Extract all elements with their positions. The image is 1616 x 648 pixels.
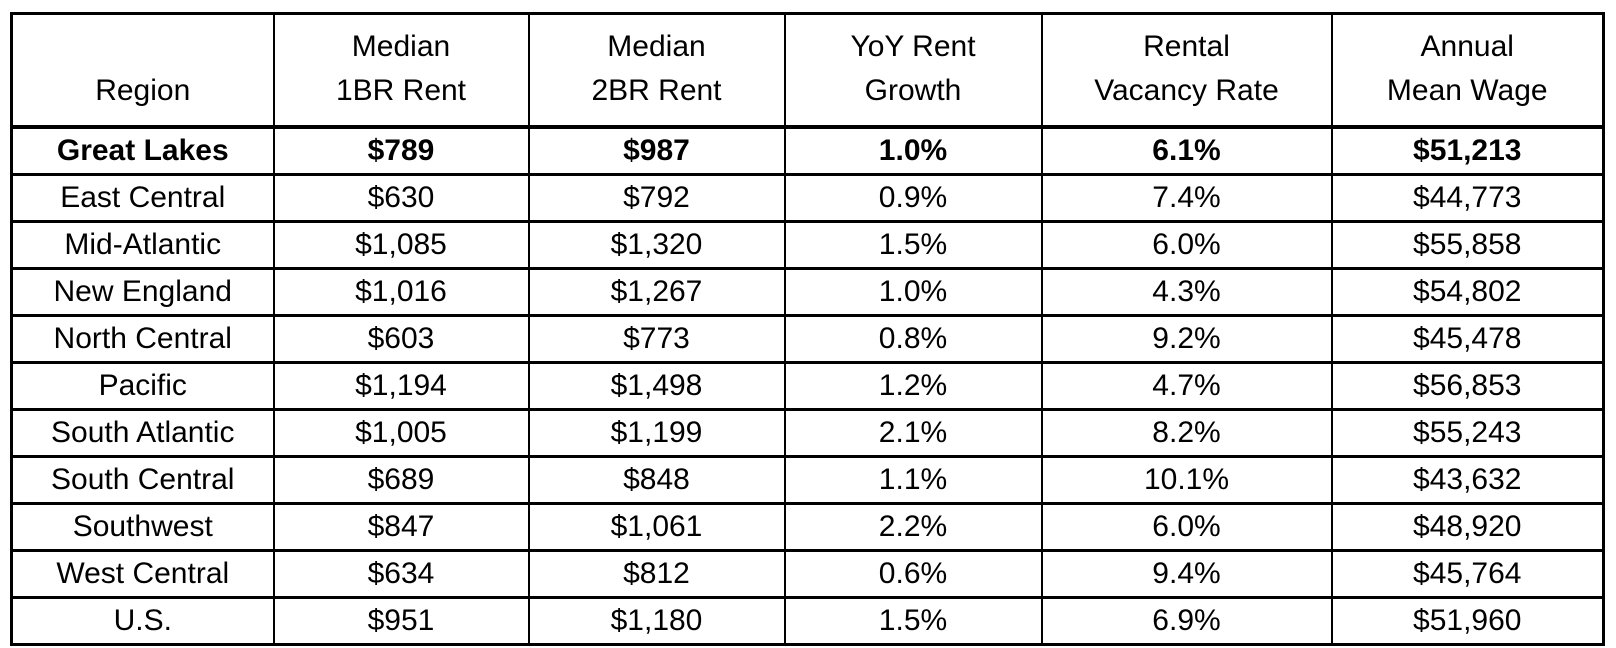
table-header: Region Median 1BR Rent Median 2BR Rent Y… xyxy=(10,12,1605,129)
table-row-east-central: East Central $630 $792 0.9% 7.4% $44,773 xyxy=(10,172,1605,223)
cell-region: Pacific xyxy=(10,360,275,411)
cell-2br-rent: $1,498 xyxy=(527,360,786,411)
cell-2br-rent: $792 xyxy=(527,172,786,223)
cell-2br-rent: $773 xyxy=(527,313,786,364)
column-header-median-2br-rent: Median 2BR Rent xyxy=(527,12,786,129)
column-header-line: Mean Wage xyxy=(1386,74,1548,107)
cell-1br-rent: $634 xyxy=(272,548,530,599)
cell-mean-wage: $54,802 xyxy=(1330,266,1605,317)
column-header-median-1br-rent: Median 1BR Rent xyxy=(272,12,530,129)
cell-region: Mid-Atlantic xyxy=(10,219,275,270)
cell-yoy-growth: 2.2% xyxy=(783,501,1043,552)
cell-mean-wage: $43,632 xyxy=(1330,454,1605,505)
cell-2br-rent: $848 xyxy=(527,454,786,505)
header-row: Region Median 1BR Rent Median 2BR Rent Y… xyxy=(10,12,1605,129)
column-header-line: Growth xyxy=(864,74,962,107)
cell-2br-rent: $1,267 xyxy=(527,266,786,317)
table-row-southwest: Southwest $847 $1,061 2.2% 6.0% $48,920 xyxy=(10,501,1605,552)
cell-vacancy-rate: 6.1% xyxy=(1040,125,1333,176)
column-header-line: YoY Rent xyxy=(850,30,976,63)
cell-region: New England xyxy=(10,266,275,317)
table-row-new-england: New England $1,016 $1,267 1.0% 4.3% $54,… xyxy=(10,266,1605,317)
cell-region: Southwest xyxy=(10,501,275,552)
cell-vacancy-rate: 4.3% xyxy=(1040,266,1333,317)
column-header-line: 2BR Rent xyxy=(591,74,722,107)
cell-1br-rent: $789 xyxy=(272,125,530,176)
cell-1br-rent: $847 xyxy=(272,501,530,552)
cell-mean-wage: $51,960 xyxy=(1330,595,1605,646)
cell-mean-wage: $55,243 xyxy=(1330,407,1605,458)
cell-region: South Atlantic xyxy=(10,407,275,458)
cell-vacancy-rate: 4.7% xyxy=(1040,360,1333,411)
cell-region: U.S. xyxy=(10,595,275,646)
cell-vacancy-rate: 6.0% xyxy=(1040,219,1333,270)
cell-2br-rent: $987 xyxy=(527,125,786,176)
table-row-south-central: South Central $689 $848 1.1% 10.1% $43,6… xyxy=(10,454,1605,505)
cell-vacancy-rate: 9.2% xyxy=(1040,313,1333,364)
cell-2br-rent: $812 xyxy=(527,548,786,599)
cell-mean-wage: $51,213 xyxy=(1330,125,1605,176)
table-row-south-atlantic: South Atlantic $1,005 $1,199 2.1% 8.2% $… xyxy=(10,407,1605,458)
cell-2br-rent: $1,180 xyxy=(527,595,786,646)
column-header-rental-vacancy-rate: Rental Vacancy Rate xyxy=(1040,12,1333,129)
cell-region: North Central xyxy=(10,313,275,364)
table-row-mid-atlantic: Mid-Atlantic $1,085 $1,320 1.5% 6.0% $55… xyxy=(10,219,1605,270)
cell-yoy-growth: 1.0% xyxy=(783,125,1043,176)
cell-vacancy-rate: 7.4% xyxy=(1040,172,1333,223)
cell-mean-wage: $45,478 xyxy=(1330,313,1605,364)
cell-region: East Central xyxy=(10,172,275,223)
table-row-pacific: Pacific $1,194 $1,498 1.2% 4.7% $56,853 xyxy=(10,360,1605,411)
cell-yoy-growth: 0.8% xyxy=(783,313,1043,364)
column-header-region-label: Region xyxy=(95,74,191,107)
column-header-line: Median xyxy=(607,30,706,63)
cell-1br-rent: $1,005 xyxy=(272,407,530,458)
cell-region: Great Lakes xyxy=(10,125,275,176)
cell-yoy-growth: 2.1% xyxy=(783,407,1043,458)
cell-2br-rent: $1,199 xyxy=(527,407,786,458)
table-body: Great Lakes $789 $987 1.0% 6.1% $51,213 … xyxy=(10,125,1605,646)
cell-yoy-growth: 0.6% xyxy=(783,548,1043,599)
cell-2br-rent: $1,061 xyxy=(527,501,786,552)
cell-vacancy-rate: 10.1% xyxy=(1040,454,1333,505)
column-header-line: Vacancy Rate xyxy=(1094,74,1279,107)
cell-yoy-growth: 1.5% xyxy=(783,595,1043,646)
cell-mean-wage: $55,858 xyxy=(1330,219,1605,270)
column-header-yoy-rent-growth: YoY Rent Growth xyxy=(783,12,1043,129)
cell-2br-rent: $1,320 xyxy=(527,219,786,270)
cell-1br-rent: $1,085 xyxy=(272,219,530,270)
cell-1br-rent: $951 xyxy=(272,595,530,646)
cell-vacancy-rate: 6.0% xyxy=(1040,501,1333,552)
cell-1br-rent: $1,194 xyxy=(272,360,530,411)
cell-1br-rent: $1,016 xyxy=(272,266,530,317)
column-header-line: 1BR Rent xyxy=(335,74,467,107)
cell-mean-wage: $48,920 xyxy=(1330,501,1605,552)
cell-yoy-growth: 1.0% xyxy=(783,266,1043,317)
cell-vacancy-rate: 9.4% xyxy=(1040,548,1333,599)
cell-mean-wage: $44,773 xyxy=(1330,172,1605,223)
table-row-great-lakes: Great Lakes $789 $987 1.0% 6.1% $51,213 xyxy=(10,125,1605,176)
cell-vacancy-rate: 8.2% xyxy=(1040,407,1333,458)
column-header-region: Region xyxy=(10,12,275,129)
cell-vacancy-rate: 6.9% xyxy=(1040,595,1333,646)
column-header-line: Rental xyxy=(1143,30,1230,63)
column-header-line: Annual xyxy=(1420,30,1514,63)
regional-rent-table: Region Median 1BR Rent Median 2BR Rent Y… xyxy=(10,12,1605,646)
column-header-line: Median xyxy=(351,30,451,63)
cell-region: South Central xyxy=(10,454,275,505)
table-row-west-central: West Central $634 $812 0.6% 9.4% $45,764 xyxy=(10,548,1605,599)
table-row-us: U.S. $951 $1,180 1.5% 6.9% $51,960 xyxy=(10,595,1605,646)
cell-mean-wage: $56,853 xyxy=(1330,360,1605,411)
table-row-north-central: North Central $603 $773 0.8% 9.2% $45,47… xyxy=(10,313,1605,364)
regional-rent-table-container: Region Median 1BR Rent Median 2BR Rent Y… xyxy=(10,12,1605,646)
cell-1br-rent: $689 xyxy=(272,454,530,505)
cell-mean-wage: $45,764 xyxy=(1330,548,1605,599)
cell-1br-rent: $603 xyxy=(272,313,530,364)
cell-yoy-growth: 1.2% xyxy=(783,360,1043,411)
cell-1br-rent: $630 xyxy=(272,172,530,223)
cell-yoy-growth: 1.5% xyxy=(783,219,1043,270)
cell-yoy-growth: 0.9% xyxy=(783,172,1043,223)
column-header-annual-mean-wage: Annual Mean Wage xyxy=(1330,12,1605,129)
cell-region: West Central xyxy=(10,548,275,599)
cell-yoy-growth: 1.1% xyxy=(783,454,1043,505)
